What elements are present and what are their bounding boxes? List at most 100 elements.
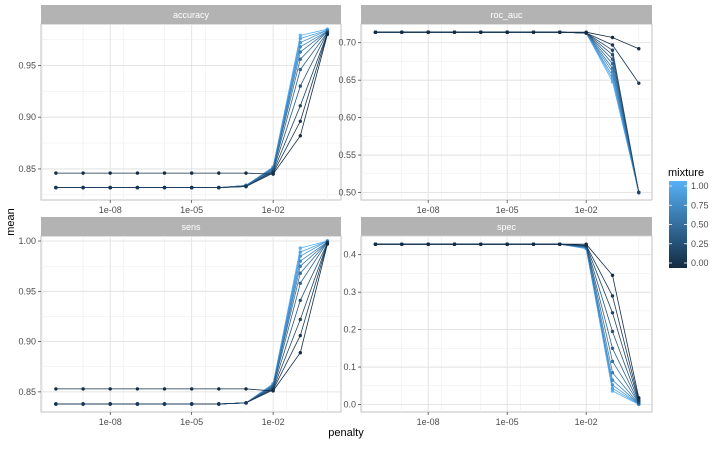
y-tick-label: 0.3: [343, 287, 356, 297]
data-point: [479, 30, 483, 34]
data-point: [452, 30, 457, 34]
x-tick-label: 1e-02: [262, 417, 285, 427]
data-point: [298, 104, 302, 108]
data-point: [584, 242, 588, 246]
data-point: [298, 33, 302, 38]
data-point: [162, 171, 167, 175]
x-tick-label: 1e-05: [180, 417, 203, 427]
data-point: [54, 171, 58, 175]
data-point: [244, 171, 248, 175]
data-point: [298, 84, 302, 88]
facet-strip-label: spec: [497, 222, 517, 232]
data-point: [610, 329, 615, 334]
x-tick-label: 1e-08: [99, 205, 122, 215]
data-point: [426, 242, 430, 246]
y-tick-label: 0.2: [343, 325, 356, 335]
data-point: [400, 30, 404, 34]
legend-tick-label: 0.00: [691, 258, 709, 268]
series-mixture-0.1: [54, 31, 330, 190]
y-tick-label: 0.70: [338, 38, 356, 48]
legend-tick-label: 0.50: [691, 220, 709, 230]
y-axis-title: mean: [5, 208, 17, 236]
data-point: [584, 30, 588, 34]
x-axis-title: penalty: [328, 427, 364, 439]
data-point: [610, 359, 615, 364]
x-tick-label: 1e-02: [575, 417, 598, 427]
data-point: [637, 47, 641, 51]
data-point: [81, 387, 85, 391]
data-point: [637, 81, 641, 85]
panel-accuracy: accuracy 1e-08 1e-05 1e-02 0.85 0.90 0.95: [18, 5, 342, 215]
data-point: [373, 30, 378, 34]
data-point: [610, 48, 615, 52]
legend-colorbar: [669, 181, 687, 268]
data-point: [610, 43, 615, 47]
facet-strip: [361, 5, 652, 24]
legend-tick-label: 1.00: [691, 181, 709, 191]
data-point: [298, 333, 302, 338]
data-point: [325, 32, 330, 37]
y-tick-label: 0.60: [338, 113, 356, 123]
y-tick-label: 0.55: [338, 150, 356, 160]
data-point: [558, 242, 562, 246]
y-tick-label: 0.50: [338, 188, 356, 198]
y-tick-label: 0.90: [18, 112, 36, 122]
x-tick-label: 1e-02: [575, 205, 598, 215]
data-point: [54, 387, 58, 391]
facet-strip: [41, 217, 341, 236]
gridlines: [41, 236, 341, 412]
x-tick-label: 1e-08: [417, 205, 440, 215]
data-point: [244, 387, 248, 391]
data-point: [298, 246, 302, 250]
y-tick-label: 0.95: [18, 286, 36, 296]
data-point: [162, 402, 167, 406]
data-point: [108, 387, 112, 391]
series-mixture-0: [373, 30, 641, 51]
data-point: [400, 242, 404, 246]
facet-strip: [361, 217, 652, 236]
series-mixture-0: [54, 32, 330, 176]
data-point: [135, 185, 140, 190]
panel-background: [40, 235, 342, 413]
data-point: [190, 402, 194, 406]
y-tick-label: 0.1: [343, 362, 356, 372]
data-point: [81, 185, 85, 190]
data-point: [81, 402, 85, 406]
y-tick-label: 0.85: [18, 164, 36, 174]
data-point: [505, 242, 509, 246]
y-tick-label: 0.0: [343, 400, 356, 410]
data-point: [298, 317, 302, 322]
data-point: [108, 185, 112, 190]
data-point: [298, 298, 302, 303]
data-point: [108, 402, 112, 406]
data-point: [217, 185, 221, 190]
y-tick-label: 1.00: [18, 236, 36, 246]
data-point: [531, 242, 536, 246]
data-point: [190, 171, 194, 175]
data-point: [298, 271, 302, 275]
data-point: [135, 171, 140, 175]
panel-spec: spec 1e-08 1e-05 1e-02 0.0 0.1 0.2 0.3 0.4: [343, 217, 653, 427]
data-point: [271, 389, 275, 393]
facet-strip: [41, 5, 341, 24]
data-point: [505, 30, 509, 34]
x-tick-label: 1e-08: [99, 417, 122, 427]
data-point: [610, 378, 615, 382]
x-tick-label: 1e-02: [262, 205, 285, 215]
data-point: [135, 402, 140, 406]
facet-panels: accuracy 1e-08 1e-05 1e-02 0.85 0.90 0.95 roc_a…: [18, 5, 653, 427]
data-point: [325, 242, 330, 246]
data-point: [426, 30, 430, 34]
x-tick-label: 1e-05: [496, 205, 519, 215]
y-tick-label: 0.65: [338, 75, 356, 85]
legend-tick-label: 0.25: [691, 239, 709, 249]
legend-title: mixture: [668, 167, 704, 179]
data-point: [531, 30, 536, 34]
data-point: [298, 281, 302, 285]
data-point: [298, 134, 302, 138]
data-point: [162, 185, 167, 190]
data-point: [452, 242, 457, 246]
y-tick-label: 0.95: [18, 60, 36, 70]
data-point: [610, 386, 615, 391]
y-tick-label: 0.85: [18, 387, 36, 397]
